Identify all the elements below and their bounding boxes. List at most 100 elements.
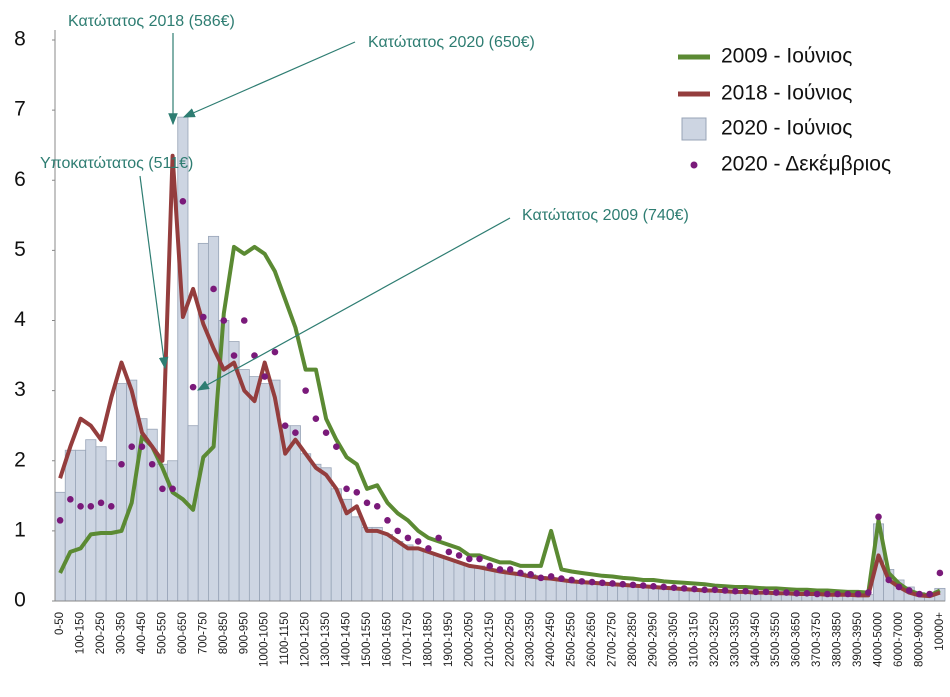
- dot: [926, 590, 933, 598]
- dot: [895, 583, 903, 591]
- x-tick-label: 2400-2450: [545, 612, 557, 667]
- x-tick-label: 3500-3550: [770, 612, 782, 667]
- dot: [517, 569, 524, 577]
- dot: [813, 590, 821, 598]
- bar: [381, 533, 393, 602]
- x-tick-label: 1300-1350: [320, 612, 332, 667]
- dot: [864, 589, 872, 596]
- x-tick-label: 1100-1150: [279, 612, 291, 665]
- bar: [555, 579, 567, 602]
- x-tick-label: 1700-1750: [402, 612, 414, 667]
- x-tick-label: 300-350: [116, 612, 128, 654]
- x-tick-label: 900-950: [238, 612, 250, 654]
- dot: [650, 582, 657, 590]
- x-tick-label: 2600-2650: [586, 612, 598, 667]
- dot: [527, 571, 534, 578]
- dot: [271, 348, 279, 356]
- bar: [259, 383, 271, 602]
- dot: [169, 485, 176, 493]
- dot: [87, 503, 95, 510]
- x-tick-label: 10000+: [934, 612, 946, 651]
- y-tick-label: 8: [14, 28, 26, 51]
- bar: [371, 526, 383, 602]
- dot: [772, 589, 780, 596]
- dot: [660, 583, 667, 591]
- dot: [609, 580, 616, 587]
- bar: [228, 341, 240, 602]
- dot: [486, 562, 494, 570]
- x-tick-label: 2700-2750: [607, 612, 619, 667]
- dot: [854, 590, 862, 598]
- dot: [118, 460, 125, 468]
- x-tick-label: 3100-3150: [688, 612, 700, 667]
- dot: [373, 503, 381, 510]
- bar: [64, 449, 76, 602]
- dot: [885, 576, 893, 584]
- bar: [484, 569, 496, 602]
- bar: [453, 562, 465, 602]
- dot: [230, 352, 238, 359]
- bar: [248, 376, 260, 602]
- x-tick-label: 400-450: [136, 612, 148, 654]
- x-tick-label: 6000-7000: [893, 612, 905, 667]
- y-tick-label: 6: [14, 168, 26, 191]
- dot: [793, 589, 800, 597]
- bar: [361, 526, 373, 602]
- x-tick-label: 3300-3350: [729, 612, 741, 667]
- x-tick-label: 2200-2250: [504, 612, 516, 667]
- arrow: [196, 217, 511, 391]
- dot: [414, 538, 422, 545]
- dot: [97, 499, 105, 507]
- dot: [670, 584, 678, 591]
- plot-area: [54, 116, 946, 602]
- dot: [476, 555, 483, 563]
- dot: [159, 485, 166, 493]
- bar: [310, 463, 322, 602]
- dot: [721, 587, 729, 594]
- bar: [504, 572, 516, 602]
- dot: [466, 555, 473, 563]
- dot: [834, 590, 841, 598]
- dot: [547, 573, 555, 580]
- dot: [240, 317, 248, 324]
- dot: [128, 443, 136, 451]
- bar: [412, 548, 424, 602]
- x-tick-label: 1400-1450: [341, 612, 353, 667]
- bar: [392, 540, 404, 602]
- bar: [433, 555, 445, 602]
- bar: [443, 558, 455, 602]
- bar: [75, 449, 87, 602]
- dot: [200, 313, 207, 321]
- annotation: Κατώτατος 2020 (650€): [368, 34, 535, 51]
- dot: [783, 589, 790, 596]
- dot: [384, 517, 391, 524]
- arrow: [139, 175, 169, 370]
- dot: [455, 552, 463, 559]
- dot: [394, 527, 402, 535]
- dot: [148, 460, 156, 468]
- dot: [803, 589, 811, 597]
- bar: [402, 544, 414, 602]
- dot: [353, 489, 361, 496]
- x-tick-label: 2000-2050: [463, 612, 475, 667]
- bar: [187, 425, 199, 602]
- annotation: Υποκατώτατος (511€): [40, 155, 193, 172]
- dot: [322, 429, 330, 437]
- legend-swatch: [681, 117, 707, 141]
- dot: [731, 587, 739, 595]
- dot: [445, 548, 453, 556]
- y-tick-label: 4: [14, 308, 26, 331]
- x-tick-label: 1900-1950: [443, 612, 455, 667]
- dot: [506, 566, 514, 573]
- bar: [494, 569, 506, 602]
- bar: [463, 565, 475, 602]
- dot: [875, 513, 882, 521]
- x-tick-label: 3800-3850: [832, 612, 844, 667]
- dot: [435, 534, 442, 542]
- dot: [701, 586, 708, 594]
- dot: [762, 588, 770, 596]
- bar: [422, 551, 434, 602]
- bar: [545, 577, 557, 602]
- annotation: Κατώτατος 2018 (586€): [68, 13, 235, 30]
